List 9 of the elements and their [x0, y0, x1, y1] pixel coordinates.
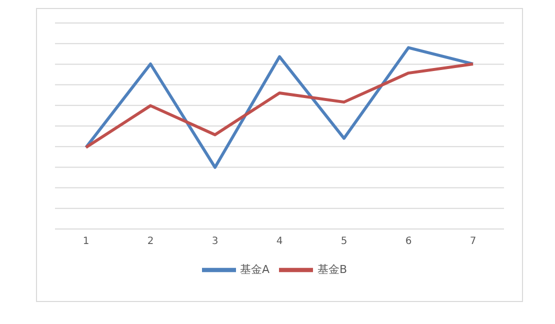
x-tick-label: 5: [340, 236, 348, 248]
x-tick-label: 4: [276, 236, 283, 248]
x-tick-label: 6: [405, 236, 412, 248]
x-tick-label: 2: [147, 236, 154, 248]
x-tick-label: 1: [82, 236, 90, 248]
legend-label: 基金A: [240, 263, 270, 276]
legend-label: 基金B: [317, 263, 348, 276]
x-tick-label: 3: [212, 236, 218, 248]
x-tick-label: 7: [470, 236, 476, 248]
